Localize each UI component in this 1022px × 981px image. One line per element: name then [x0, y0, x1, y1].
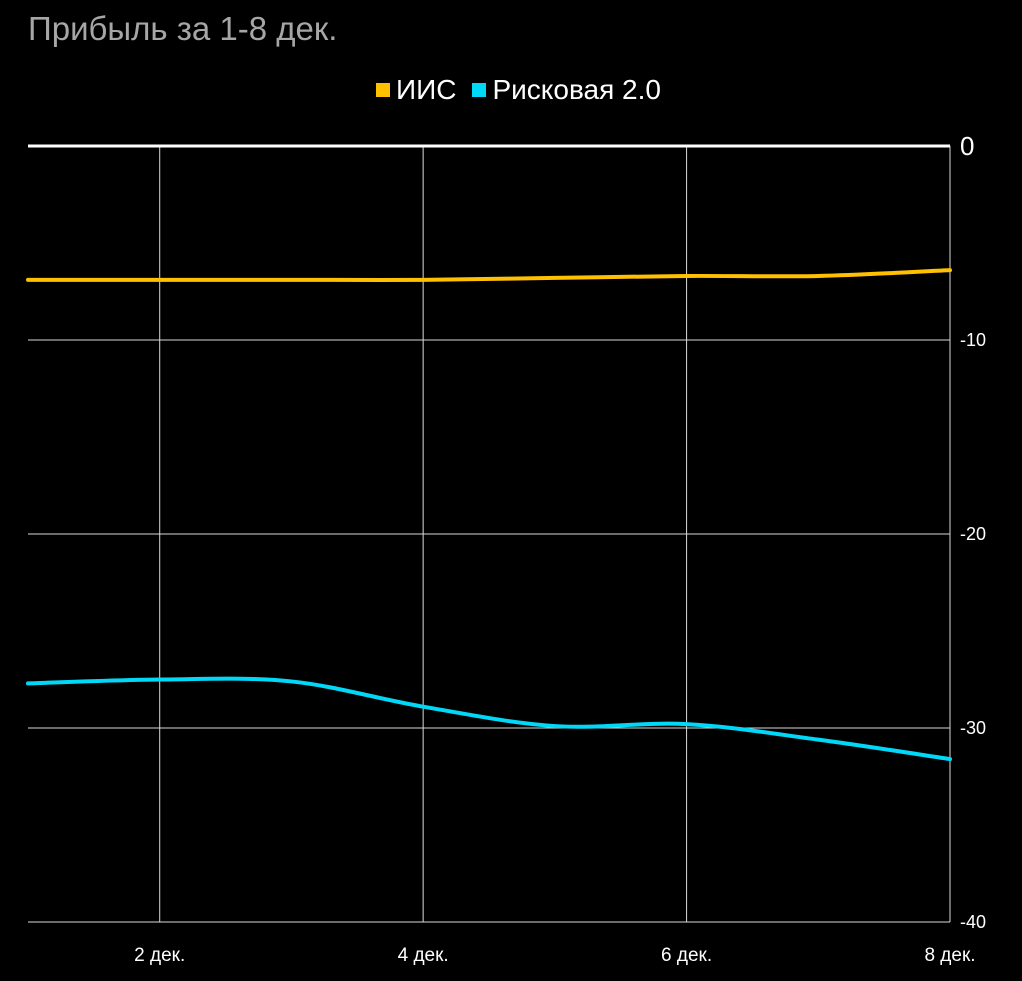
- y-tick-label: -10: [960, 330, 986, 350]
- x-tick-label: 4 дек.: [398, 945, 449, 966]
- data-point-0: [686, 275, 687, 276]
- data-point-0: [423, 279, 424, 280]
- data-point-1: [950, 759, 951, 760]
- chart-title: Прибыль за 1-8 дек.: [28, 10, 338, 47]
- legend-item-iis: ИИС: [376, 72, 456, 108]
- legend-label-riskovaya: Рисковая 2.0: [492, 74, 661, 105]
- legend-label-iis: ИИС: [396, 74, 457, 105]
- data-point-1: [159, 679, 160, 680]
- data-point-1: [291, 681, 292, 682]
- x-tick-label: 8 дек.: [924, 945, 975, 966]
- data-point-1: [423, 706, 424, 707]
- y-tick-label: -30: [960, 718, 986, 738]
- x-tick-label: 2 дек.: [134, 945, 185, 966]
- data-point-0: [950, 270, 951, 271]
- y-tick-label: 0: [960, 131, 974, 161]
- data-point-1: [554, 726, 555, 727]
- data-point-0: [554, 277, 555, 278]
- legend: ИИС Рисковая 2.0: [376, 72, 677, 108]
- data-point-1: [686, 724, 687, 725]
- y-tick-label: -20: [960, 524, 986, 544]
- legend-swatch-iis: [376, 83, 390, 97]
- data-point-0: [818, 275, 819, 276]
- legend-item-riskovaya: Рисковая 2.0: [472, 72, 661, 108]
- data-point-1: [818, 739, 819, 740]
- series-line-1: [26, 676, 952, 762]
- data-point-0: [28, 279, 29, 280]
- data-point-0: [159, 279, 160, 280]
- y-tick-label: -40: [960, 912, 986, 932]
- legend-swatch-riskovaya: [472, 83, 487, 97]
- data-point-0: [291, 279, 292, 280]
- x-tick-label: 6 дек.: [661, 945, 712, 966]
- series-line-0: [26, 268, 952, 283]
- data-point-1: [28, 683, 29, 684]
